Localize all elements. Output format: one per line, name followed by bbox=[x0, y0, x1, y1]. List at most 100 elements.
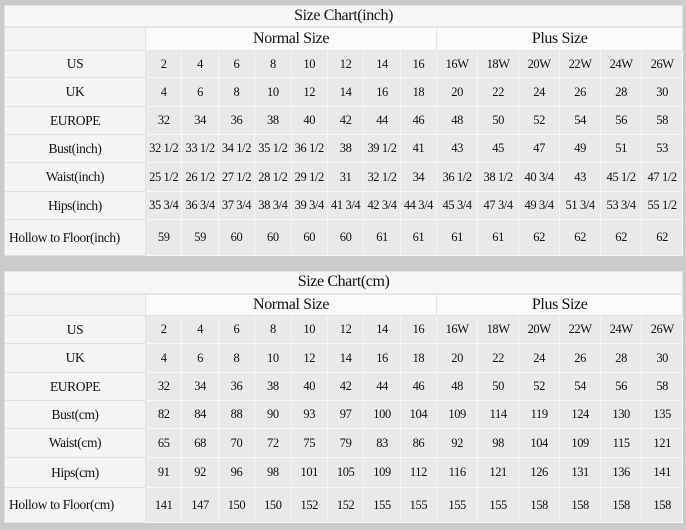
size-cell: 62 bbox=[518, 219, 561, 256]
size-cell: 152 bbox=[290, 487, 328, 523]
size-cell: 12 bbox=[326, 315, 365, 344]
size-cell: 50 bbox=[477, 372, 520, 401]
size-cell: 14 bbox=[363, 50, 401, 78]
size-cell: 130 bbox=[600, 400, 643, 429]
size-cell: 155 bbox=[399, 487, 438, 523]
size-cell: 22W bbox=[559, 315, 602, 344]
row-label: Waist(inch) bbox=[4, 162, 146, 192]
size-cell: 36 1/2 bbox=[436, 162, 479, 192]
size-cell: 28 bbox=[600, 77, 643, 107]
size-cell: 49 3/4 bbox=[518, 191, 561, 220]
size-table: Size Chart(inch) Normal Size Plus Size US 2 4… bbox=[3, 5, 684, 256]
row-label: EUROPE bbox=[4, 372, 146, 401]
size-cell: 29 1/2 bbox=[290, 162, 328, 192]
size-cell: 136 bbox=[600, 457, 643, 488]
size-cell: 147 bbox=[181, 487, 219, 523]
size-cell: 70 bbox=[217, 428, 256, 458]
size-cell: 54 bbox=[559, 372, 602, 401]
row-label: Hips(inch) bbox=[4, 191, 146, 220]
size-cell: 34 bbox=[399, 162, 438, 192]
size-cell: 158 bbox=[600, 487, 643, 523]
size-cell: 16 bbox=[363, 343, 401, 373]
size-cell: 61 bbox=[399, 219, 438, 256]
size-cell: 100 bbox=[363, 400, 401, 429]
size-cell: 42 3/4 bbox=[363, 191, 401, 220]
size-cell: 155 bbox=[436, 487, 479, 523]
size-cell: 34 bbox=[181, 372, 219, 401]
size-cell: 4 bbox=[144, 343, 183, 373]
size-cell: 8 bbox=[254, 50, 292, 78]
row-label: UK bbox=[4, 343, 146, 373]
size-cell: 35 3/4 bbox=[144, 191, 183, 220]
group-header-plus: Plus Size bbox=[436, 293, 684, 316]
size-cell: 8 bbox=[217, 343, 256, 373]
size-cell: 135 bbox=[641, 400, 684, 429]
size-cell: 44 bbox=[363, 106, 401, 135]
size-cell: 158 bbox=[641, 487, 684, 523]
table-row: Hollow to Floor(inch) 59 59 60 60 60 60 61 61 61 6… bbox=[4, 219, 684, 256]
table-row: EUROPE 32 34 36 38 40 42 44 46 48 50 52 54 56 58 bbox=[4, 372, 684, 401]
size-cell: 26 bbox=[559, 343, 602, 373]
size-cell: 59 bbox=[181, 219, 219, 256]
size-cell: 155 bbox=[477, 487, 520, 523]
size-cell: 58 bbox=[641, 106, 684, 135]
size-cell: 96 bbox=[217, 457, 256, 488]
size-cell: 97 bbox=[326, 400, 365, 429]
size-cell: 83 bbox=[363, 428, 401, 458]
table-row: US 2 4 6 8 10 12 14 16 16W 18W 20W 22W 24W 26W bbox=[4, 315, 684, 344]
size-cell: 84 bbox=[181, 400, 219, 429]
size-chart-cm: Size Chart(cm) Normal Size Plus Size US 2 4 6 8… bbox=[3, 271, 684, 523]
size-cell: 53 bbox=[641, 134, 684, 163]
size-cell: 12 bbox=[290, 77, 328, 107]
size-cell: 36 bbox=[217, 372, 256, 401]
size-cell: 35 1/2 bbox=[254, 134, 292, 163]
size-cell: 50 bbox=[477, 106, 520, 135]
size-cell: 60 bbox=[290, 219, 328, 256]
size-cell: 88 bbox=[217, 400, 256, 429]
size-cell: 59 bbox=[144, 219, 183, 256]
size-cell: 18 bbox=[399, 343, 438, 373]
size-cell: 98 bbox=[254, 457, 292, 488]
table-row: UK 4 6 8 10 12 14 16 18 20 22 24 26 28 30 bbox=[4, 343, 684, 373]
size-cell: 32 1/2 bbox=[363, 162, 401, 192]
size-cell: 61 bbox=[436, 219, 479, 256]
size-cell: 8 bbox=[217, 77, 256, 107]
size-cell: 36 bbox=[217, 106, 256, 135]
group-header-normal: Normal Size bbox=[144, 26, 438, 51]
size-cell: 150 bbox=[254, 487, 292, 523]
size-cell: 33 1/2 bbox=[181, 134, 219, 163]
size-cell: 46 bbox=[399, 106, 438, 135]
size-cell: 55 1/2 bbox=[641, 191, 684, 220]
size-cell: 155 bbox=[363, 487, 401, 523]
size-cell: 16 bbox=[399, 50, 438, 78]
size-cell: 34 bbox=[181, 106, 219, 135]
size-cell: 14 bbox=[363, 315, 401, 344]
size-cell: 6 bbox=[217, 50, 256, 78]
size-cell: 20W bbox=[518, 50, 561, 78]
size-cell: 68 bbox=[181, 428, 219, 458]
size-cell: 92 bbox=[436, 428, 479, 458]
size-cell: 61 bbox=[363, 219, 401, 256]
chart-title: Size Chart(inch) bbox=[3, 5, 684, 28]
size-cell: 45 3/4 bbox=[436, 191, 479, 220]
table-row: Hollow to Floor(cm) 141 147 150 150 152 152 155… bbox=[4, 487, 684, 523]
size-cell: 62 bbox=[641, 219, 684, 256]
size-cell: 45 1/2 bbox=[600, 162, 643, 192]
size-cell: 46 bbox=[399, 372, 438, 401]
table-row: UK 4 6 8 10 12 14 16 18 20 22 24 26 28 30 bbox=[4, 77, 684, 107]
size-cell: 32 1/2 bbox=[144, 134, 183, 163]
size-cell: 109 bbox=[363, 457, 401, 488]
size-cell: 43 bbox=[436, 134, 479, 163]
size-cell: 62 bbox=[600, 219, 643, 256]
size-cell: 10 bbox=[254, 343, 292, 373]
size-cell: 40 bbox=[290, 106, 328, 135]
size-cell: 40 bbox=[290, 372, 328, 401]
size-cell: 42 bbox=[326, 372, 365, 401]
size-cell: 41 3/4 bbox=[326, 191, 365, 220]
size-chart-inch: Size Chart(inch) Normal Size Plus Size US 2 4… bbox=[3, 5, 684, 256]
corner-cell bbox=[4, 26, 146, 51]
size-cell: 92 bbox=[181, 457, 219, 488]
size-cell: 26W bbox=[641, 315, 684, 344]
size-cell: 38 bbox=[326, 134, 365, 163]
size-cell: 24 bbox=[518, 77, 561, 107]
